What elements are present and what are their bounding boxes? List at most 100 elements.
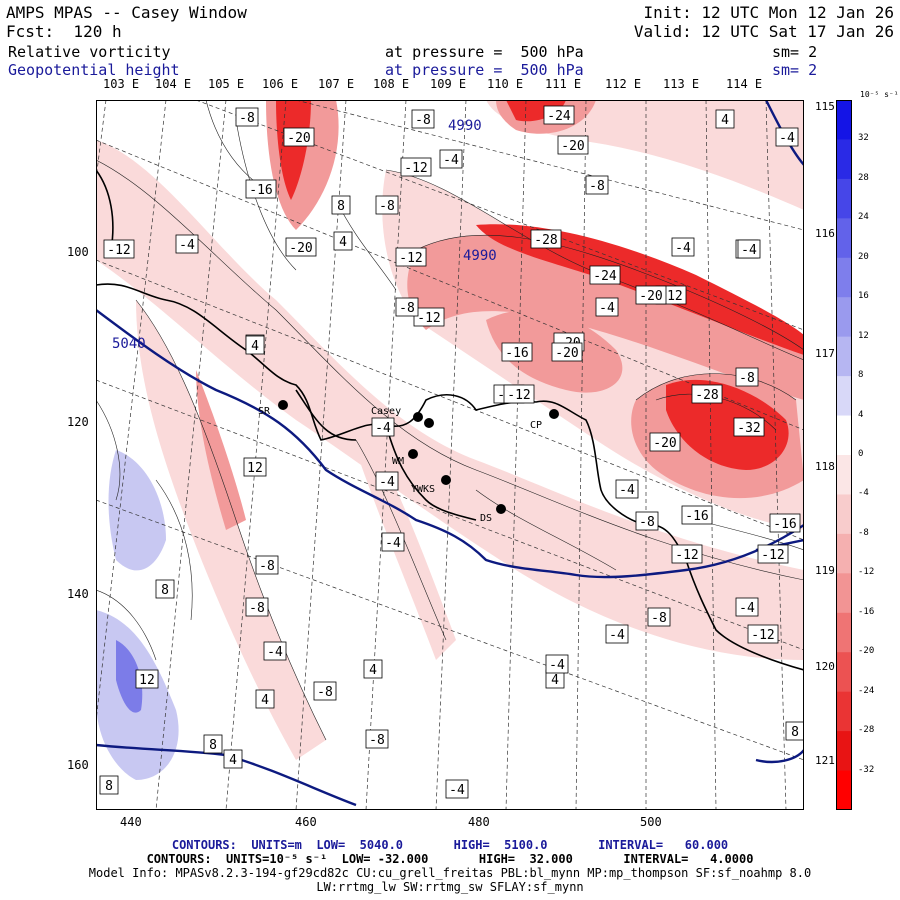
vorticity-label-text: -16 <box>505 346 528 361</box>
vorticity-label-text: -8 <box>651 611 667 626</box>
colorbar-swatch <box>836 257 852 298</box>
vorticity-label-box <box>671 544 703 564</box>
colorbar-swatch <box>836 139 852 180</box>
vorticity-label: -4 <box>439 149 463 169</box>
vorticity-label-box <box>203 734 223 754</box>
station-dot-casey-2 <box>424 418 434 428</box>
vorticity-label-box <box>103 239 135 259</box>
vorticity-label: -12 <box>747 624 779 644</box>
vorticity-label: -4 <box>595 297 619 317</box>
vorticity-label-box <box>439 149 463 169</box>
vorticity-label-text: -4 <box>443 153 459 168</box>
vorticity-label: -4 <box>175 234 199 254</box>
vorticity-label-text: -12 <box>761 548 784 563</box>
vorticity-label: -12 <box>671 544 703 564</box>
vorticity-label-text: -12 <box>107 243 130 258</box>
station-label-ds: DS <box>480 513 492 524</box>
colorbar-tick-label: -20 <box>858 646 875 657</box>
colorbar-swatch <box>836 100 852 140</box>
vorticity-label-text: -8 <box>259 559 275 574</box>
longitude-label: 111 E <box>545 77 582 91</box>
station-dot-sr <box>278 400 288 410</box>
vorticity-label: -12 <box>395 247 427 267</box>
vorticity-label-box <box>283 127 315 147</box>
field2-name: Geopotential height <box>8 61 180 79</box>
vorticity-label: -8 <box>647 607 671 627</box>
vorticity-label: -20 <box>285 237 317 257</box>
map-frame <box>96 100 804 810</box>
vorticity-label-box <box>135 669 159 689</box>
vorticity-label: -4 <box>371 417 395 437</box>
colorbar <box>836 100 852 810</box>
field1-level: at pressure = 500 hPa <box>385 43 584 61</box>
vorticity-label: -28 <box>530 229 562 249</box>
vorticity-label-text: 8 <box>791 725 799 740</box>
vorticity-label-text: -24 <box>593 269 617 284</box>
vorticity-label: -12 <box>400 157 432 177</box>
vorticity-label-box <box>363 659 383 679</box>
vorticity-label-text: -24 <box>547 109 571 124</box>
vorticity-label-text: -8 <box>589 179 605 194</box>
vorticity-label-text: -8 <box>317 685 333 700</box>
colorbar-tick-label: -4 <box>858 488 869 499</box>
vorticity-label-box <box>445 779 469 799</box>
pos-fill <box>96 450 179 780</box>
longitude-label: 107 E <box>318 77 355 91</box>
footer-physics-info: LW:rrtmg_lw SW:rrtmg_sw SFLAY:sf_mynn <box>316 880 584 894</box>
vorticity-label-text: -12 <box>404 161 427 176</box>
vorticity-label: 8 <box>203 734 223 754</box>
vorticity-label: 4 <box>545 669 565 689</box>
y-tick-label: 160 <box>67 758 89 772</box>
vorticity-label-box <box>769 513 801 533</box>
vorticity-label: -4 <box>545 654 569 674</box>
vorticity-label-text: -4 <box>741 243 757 258</box>
vorticity-label-text: -16 <box>685 509 708 524</box>
station-dot-casey <box>413 412 423 422</box>
vorticity-label: 8 <box>331 195 351 215</box>
vorticity-label: -8 <box>395 297 419 317</box>
height-label: 5040 <box>112 336 146 352</box>
vorticity-label-box <box>735 367 759 387</box>
vorticity-label: -20 <box>649 432 681 452</box>
longitude-label: 103 E <box>103 77 140 91</box>
vorticity-label-box <box>411 109 435 129</box>
vorticity-label-text: 4 <box>261 693 269 708</box>
colorbar-tick-label: -12 <box>858 567 875 578</box>
vorticity-label-text: -20 <box>289 241 312 256</box>
vorticity-label-box <box>400 157 432 177</box>
x-tick-label: 440 <box>120 815 142 829</box>
x-tick-label: 460 <box>295 815 317 829</box>
vorticity-label-box <box>223 749 243 769</box>
vorticity-label-box <box>285 237 317 257</box>
vorticity-label-text: -20 <box>639 289 662 304</box>
vorticity-label: -4 <box>445 779 469 799</box>
vorticity-label-box <box>715 109 735 129</box>
vorticity-label-text: -32 <box>737 421 760 436</box>
vorticity-label-box <box>371 417 395 437</box>
vorticity-label: -8 <box>375 195 399 215</box>
vorticity-label: 4 <box>245 335 265 355</box>
vorticity-label-text: -4 <box>267 645 283 660</box>
vorticity-label-box <box>557 135 589 155</box>
vorticity-label: -8 <box>235 107 259 127</box>
vorticity-label-text: -4 <box>675 241 691 256</box>
vorticity-label: -32 <box>733 417 765 437</box>
longitude-label: 112 E <box>605 77 642 91</box>
vorticity-label-box <box>747 624 779 644</box>
vorticity-label: -16 <box>245 179 277 199</box>
colorbar-tick-label: -16 <box>858 606 875 617</box>
vorticity-label-text: -8 <box>399 301 415 316</box>
vorticity-label-box <box>757 544 789 564</box>
footer-vorticity-contours: CONTOURS: UNITS=10⁻⁵ s⁻¹ LOW= -32.000 HI… <box>146 852 754 866</box>
vorticity-label: -28 <box>691 384 723 404</box>
vorticity-label: 4 <box>333 231 353 251</box>
station-label-sr: SR <box>258 406 271 417</box>
valid-time: Valid: 12 UTC Sat 17 Jan 26 <box>633 22 894 41</box>
vorticity-label: -4 <box>615 479 639 499</box>
vorticity-label-text: -4 <box>375 421 391 436</box>
vorticity-label: 8 <box>99 775 119 795</box>
vorticity-label: -8 <box>585 175 609 195</box>
y-tick-label: 100 <box>67 245 89 259</box>
vorticity-label-text: -4 <box>385 536 401 551</box>
longitude-label: 104 E <box>155 77 192 91</box>
